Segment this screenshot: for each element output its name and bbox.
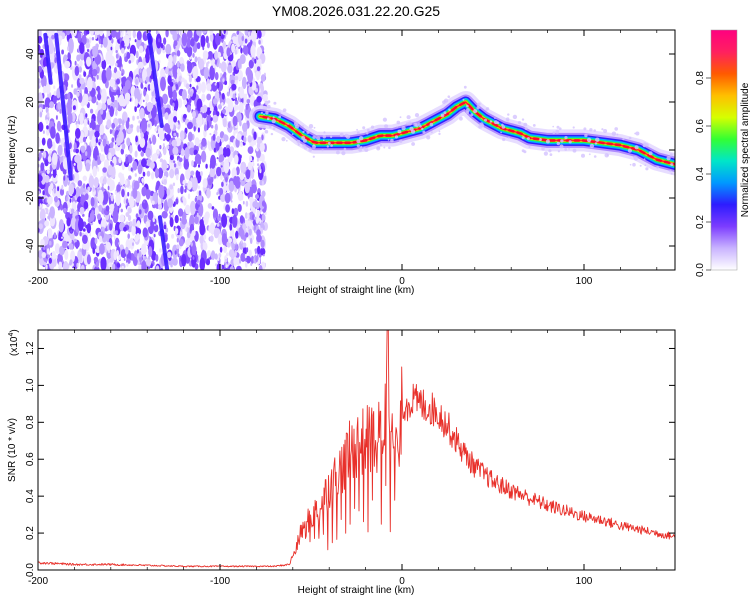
spectrogram-x-tick-label: 100 [576, 276, 593, 287]
spectrogram-streak [157, 215, 170, 270]
snr-panel: -200 -100 0 100 0.0 0.2 0.4 0.6 0.8 1.0 1.2 Heigh… [7, 329, 676, 596]
figure-title: YM08.2026.031.22.20.G25 [272, 3, 440, 19]
spectrogram-x-tick-label: -200 [28, 276, 48, 287]
snr-multiplier: (x104) [8, 329, 20, 356]
snr-x-tick-label: -100 [210, 576, 230, 587]
snr-series [38, 330, 675, 568]
spectrogram-y-label: Frequency (Hz) [7, 116, 18, 185]
spectrogram-streaks [43, 32, 170, 270]
snr-y-label: SNR (10 * v/v) [7, 418, 18, 482]
snr-x-tick-label: 0 [399, 576, 405, 587]
snr-line [38, 330, 675, 568]
spectrogram-streak [147, 32, 164, 128]
spectrogram-ridge [249, 85, 675, 176]
spectrogram-x-label: Height of straight line (km) [298, 285, 415, 296]
colorbar-tick-label: 0.6 [695, 119, 706, 133]
snr-y-tick-label: 0.2 [25, 526, 36, 540]
colorbar-gradient [711, 30, 737, 270]
spectrogram-y-tick-label: 40 [25, 48, 36, 60]
colorbar-frame [710, 29, 738, 271]
colorbar-tick-label: 0.2 [695, 215, 706, 229]
colorbar-ticks: 0.0 0.2 0.4 0.6 0.8 [695, 71, 711, 277]
snr-x-tick-label: -200 [28, 576, 48, 587]
colorbar-tick-label: 0.8 [695, 71, 706, 85]
snr-y-tick-label: 1.2 [25, 341, 36, 355]
snr-frame [37, 329, 676, 571]
spectrogram-y-tick-label: 20 [25, 96, 36, 108]
colorbar-label: Normalized spectral amplitude [740, 82, 750, 217]
colorbar-tick-label: 0.0 [695, 263, 706, 277]
colorbar-tick-label: 0.4 [695, 167, 706, 181]
spectrogram-y-tick-label: -40 [25, 238, 36, 253]
snr-y-tick-label: 0.6 [25, 452, 36, 466]
snr-x-label: Height of straight line (km) [298, 585, 415, 596]
snr-x-ticks: -200 -100 0 100 [28, 330, 658, 587]
spectrogram-x-ticks: -200 -100 0 100 [28, 30, 658, 287]
spectrogram-y-ticks: -40 -20 0 20 40 [25, 48, 675, 253]
snr-y-tick-label: 0.0 [25, 563, 36, 577]
spectrogram-x-tick-label: 0 [399, 276, 405, 287]
spectrogram-streak [54, 32, 73, 181]
snr-y-ticks: 0.0 0.2 0.4 0.6 0.8 1.0 1.2 [25, 341, 675, 577]
spectrogram-streak [43, 32, 53, 85]
spectrogram-y-tick-label: -20 [25, 190, 36, 205]
snr-y-tick-label: 0.4 [25, 489, 36, 503]
snr-x-tick-label: 100 [576, 576, 593, 587]
snr-y-tick-label: 1.0 [25, 378, 36, 392]
spectrogram-y-tick-label: 0 [25, 147, 36, 153]
colorbar: 0.0 0.2 0.4 0.6 0.8 Normalized spectral ampl… [695, 29, 750, 277]
spectrogram-x-tick-label: -100 [210, 276, 230, 287]
snr-y-tick-label: 0.8 [25, 415, 36, 429]
